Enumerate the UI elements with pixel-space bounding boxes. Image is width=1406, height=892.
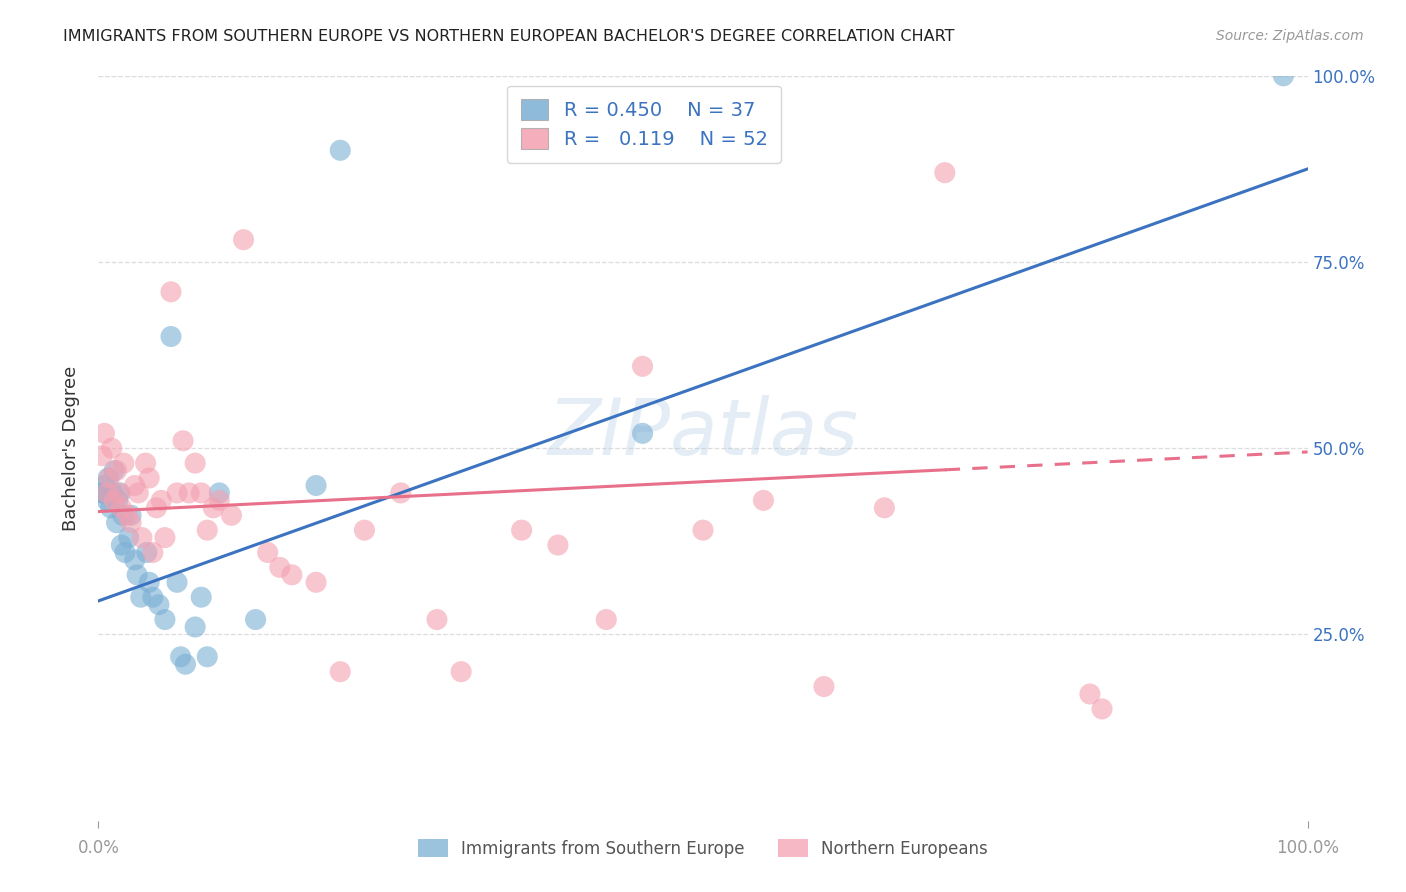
Point [813,680,835,694]
Point [142,591,165,605]
Point [103,464,125,478]
Point [127,567,149,582]
Point [118,531,141,545]
Point [91,486,114,500]
Point [510,523,533,537]
Point [110,538,132,552]
Point [202,500,225,515]
Point [873,500,896,515]
Point [190,591,212,605]
Point [256,545,278,559]
Point [91,449,114,463]
Point [195,649,218,664]
Point [135,456,157,470]
Point [172,434,194,448]
Point [117,508,139,523]
Point [135,545,157,559]
Point [547,538,569,552]
Point [98,471,121,485]
Point [127,486,149,500]
Point [145,500,167,515]
Point [107,493,129,508]
Point [190,486,212,500]
Point [305,575,328,590]
Point [195,523,218,537]
Point [752,493,775,508]
Point [93,426,115,441]
Point [138,575,160,590]
Point [100,500,122,515]
Point [108,486,131,500]
Point [142,545,165,559]
Point [110,500,132,515]
Legend: Immigrants from Southern Europe, Northern Europeans: Immigrants from Southern Europe, Norther… [409,831,997,866]
Point [329,665,352,679]
Point [166,575,188,590]
Point [184,620,207,634]
Point [100,442,122,455]
Point [124,478,146,492]
Point [389,486,412,500]
Point [232,233,254,247]
Point [105,464,128,478]
Point [169,649,191,664]
Point [114,545,136,559]
Point [179,486,201,500]
Point [153,531,176,545]
Point [112,456,135,470]
Point [208,493,231,508]
Text: IMMIGRANTS FROM SOUTHERN EUROPE VS NORTHERN EUROPEAN BACHELOR'S DEGREE CORRELATI: IMMIGRANTS FROM SOUTHERN EUROPE VS NORTH… [63,29,955,45]
Point [1272,69,1295,83]
Point [148,598,170,612]
Text: ZIPatlas: ZIPatlas [547,395,859,471]
Point [101,486,124,500]
Point [129,591,152,605]
Point [120,508,142,523]
Point [631,359,654,374]
Point [269,560,291,574]
Point [131,531,153,545]
Point [103,493,125,508]
Point [595,613,617,627]
Point [1078,687,1101,701]
Point [108,486,131,500]
Point [153,613,176,627]
Point [426,613,449,627]
Point [97,471,120,485]
Point [281,567,304,582]
Point [111,508,134,523]
Point [96,493,118,508]
Point [450,665,472,679]
Point [934,166,956,180]
Point [120,516,142,530]
Text: Source: ZipAtlas.com: Source: ZipAtlas.com [1216,29,1364,44]
Point [631,426,654,441]
Point [174,657,197,672]
Point [124,553,146,567]
Point [150,493,173,508]
Point [221,508,243,523]
Point [138,471,160,485]
Point [692,523,714,537]
Point [1091,702,1114,716]
Point [353,523,375,537]
Point [329,143,352,157]
Y-axis label: Bachelor's Degree: Bachelor's Degree [62,366,80,531]
Point [96,486,118,500]
Point [208,486,231,500]
Point [160,285,183,299]
Point [245,613,267,627]
Point [93,478,115,492]
Point [160,329,183,343]
Point [184,456,207,470]
Point [166,486,188,500]
Point [305,478,328,492]
Point [105,516,128,530]
Point [91,486,114,500]
